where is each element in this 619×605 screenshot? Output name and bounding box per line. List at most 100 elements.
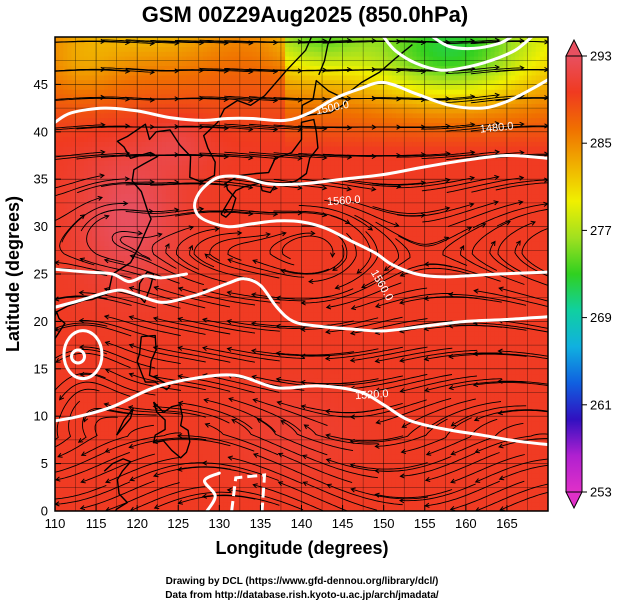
field-cell [124, 46, 130, 52]
field-cell [108, 51, 114, 57]
field-cell [145, 425, 151, 432]
field-cell [79, 79, 85, 85]
field-cell [108, 198, 114, 204]
field-cell [75, 46, 81, 52]
field-cell [100, 368, 105, 375]
field-cell [165, 193, 171, 199]
field-cell [248, 150, 253, 157]
field-cell [153, 188, 159, 195]
field-cell [211, 146, 216, 152]
field-cell [178, 392, 183, 398]
field-cell [227, 217, 233, 223]
field-cell [67, 51, 73, 57]
field-cell [182, 430, 188, 436]
field-cell [248, 307, 253, 313]
field-cell [120, 454, 126, 460]
field-cell [202, 401, 208, 408]
field-cell [211, 51, 216, 57]
field-cell [149, 302, 155, 308]
field-cell [165, 487, 171, 493]
field-cell [137, 373, 142, 379]
field-cell [83, 240, 89, 247]
field-cell [137, 41, 142, 48]
field-cell [108, 202, 114, 209]
field-cell [87, 240, 93, 247]
field-cell [170, 245, 175, 251]
field-cell [227, 311, 233, 318]
field-cell [59, 297, 64, 304]
field-cell [79, 501, 85, 507]
field-cell [153, 435, 159, 441]
field-cell [116, 501, 122, 507]
field-cell [63, 439, 68, 446]
field-cell [133, 368, 138, 375]
field-cell [248, 392, 253, 398]
field-cell [198, 449, 204, 455]
field-cell [104, 349, 110, 356]
field-cell [186, 392, 192, 398]
field-cell [108, 259, 114, 266]
field-cell [104, 193, 110, 199]
field-cell [149, 51, 155, 57]
field-cell [67, 506, 73, 511]
field-cell [186, 51, 192, 57]
field-cell [248, 463, 253, 469]
field-cell [157, 51, 163, 57]
field-cell [219, 406, 225, 413]
field-cell [96, 401, 101, 408]
field-cell [55, 406, 60, 413]
field-cell [231, 354, 237, 360]
field-cell [149, 430, 155, 436]
field-cell [96, 89, 101, 95]
field-cell [153, 141, 159, 147]
field-cell [182, 164, 188, 171]
field-cell [96, 183, 101, 190]
field-cell [133, 288, 138, 294]
field-cell [55, 378, 60, 384]
field-cell [108, 240, 114, 247]
field-cell [128, 269, 134, 275]
field-cell [170, 60, 175, 67]
field-cell [91, 420, 97, 427]
field-cell [71, 89, 77, 95]
field-cell [149, 74, 155, 81]
field-cell [145, 221, 151, 228]
field-cell [108, 444, 114, 450]
field-cell [79, 60, 85, 67]
field-cell [211, 46, 216, 52]
field-cell [116, 496, 122, 503]
field-cell [153, 501, 159, 507]
field-cell [91, 41, 97, 48]
field-cell [211, 359, 216, 365]
field-cell [252, 240, 257, 247]
field-cell [83, 174, 89, 180]
field-cell [104, 368, 110, 375]
field-cell [120, 297, 126, 304]
field-cell [67, 345, 73, 351]
field-cell [124, 269, 130, 275]
field-cell [87, 93, 93, 100]
field-cell [59, 492, 64, 498]
field-cell [100, 212, 105, 218]
field-cell [165, 60, 171, 67]
field-cell [120, 198, 126, 204]
field-cell [141, 93, 146, 100]
field-cell [63, 326, 68, 332]
field-cell [239, 55, 245, 62]
field-cell [91, 198, 97, 204]
field-cell [124, 345, 130, 351]
field-cell [149, 212, 155, 218]
field-cell [91, 506, 97, 511]
field-cell [145, 359, 151, 365]
field-cell [63, 316, 68, 322]
field-cell [149, 321, 155, 327]
field-cell [124, 326, 130, 332]
field-cell [116, 297, 122, 304]
field-cell [124, 321, 130, 327]
field-cell [87, 169, 93, 176]
field-cell [116, 74, 122, 81]
field-cell [120, 79, 126, 85]
field-cell [198, 46, 204, 52]
field-cell [79, 84, 85, 90]
field-cell [128, 316, 134, 322]
